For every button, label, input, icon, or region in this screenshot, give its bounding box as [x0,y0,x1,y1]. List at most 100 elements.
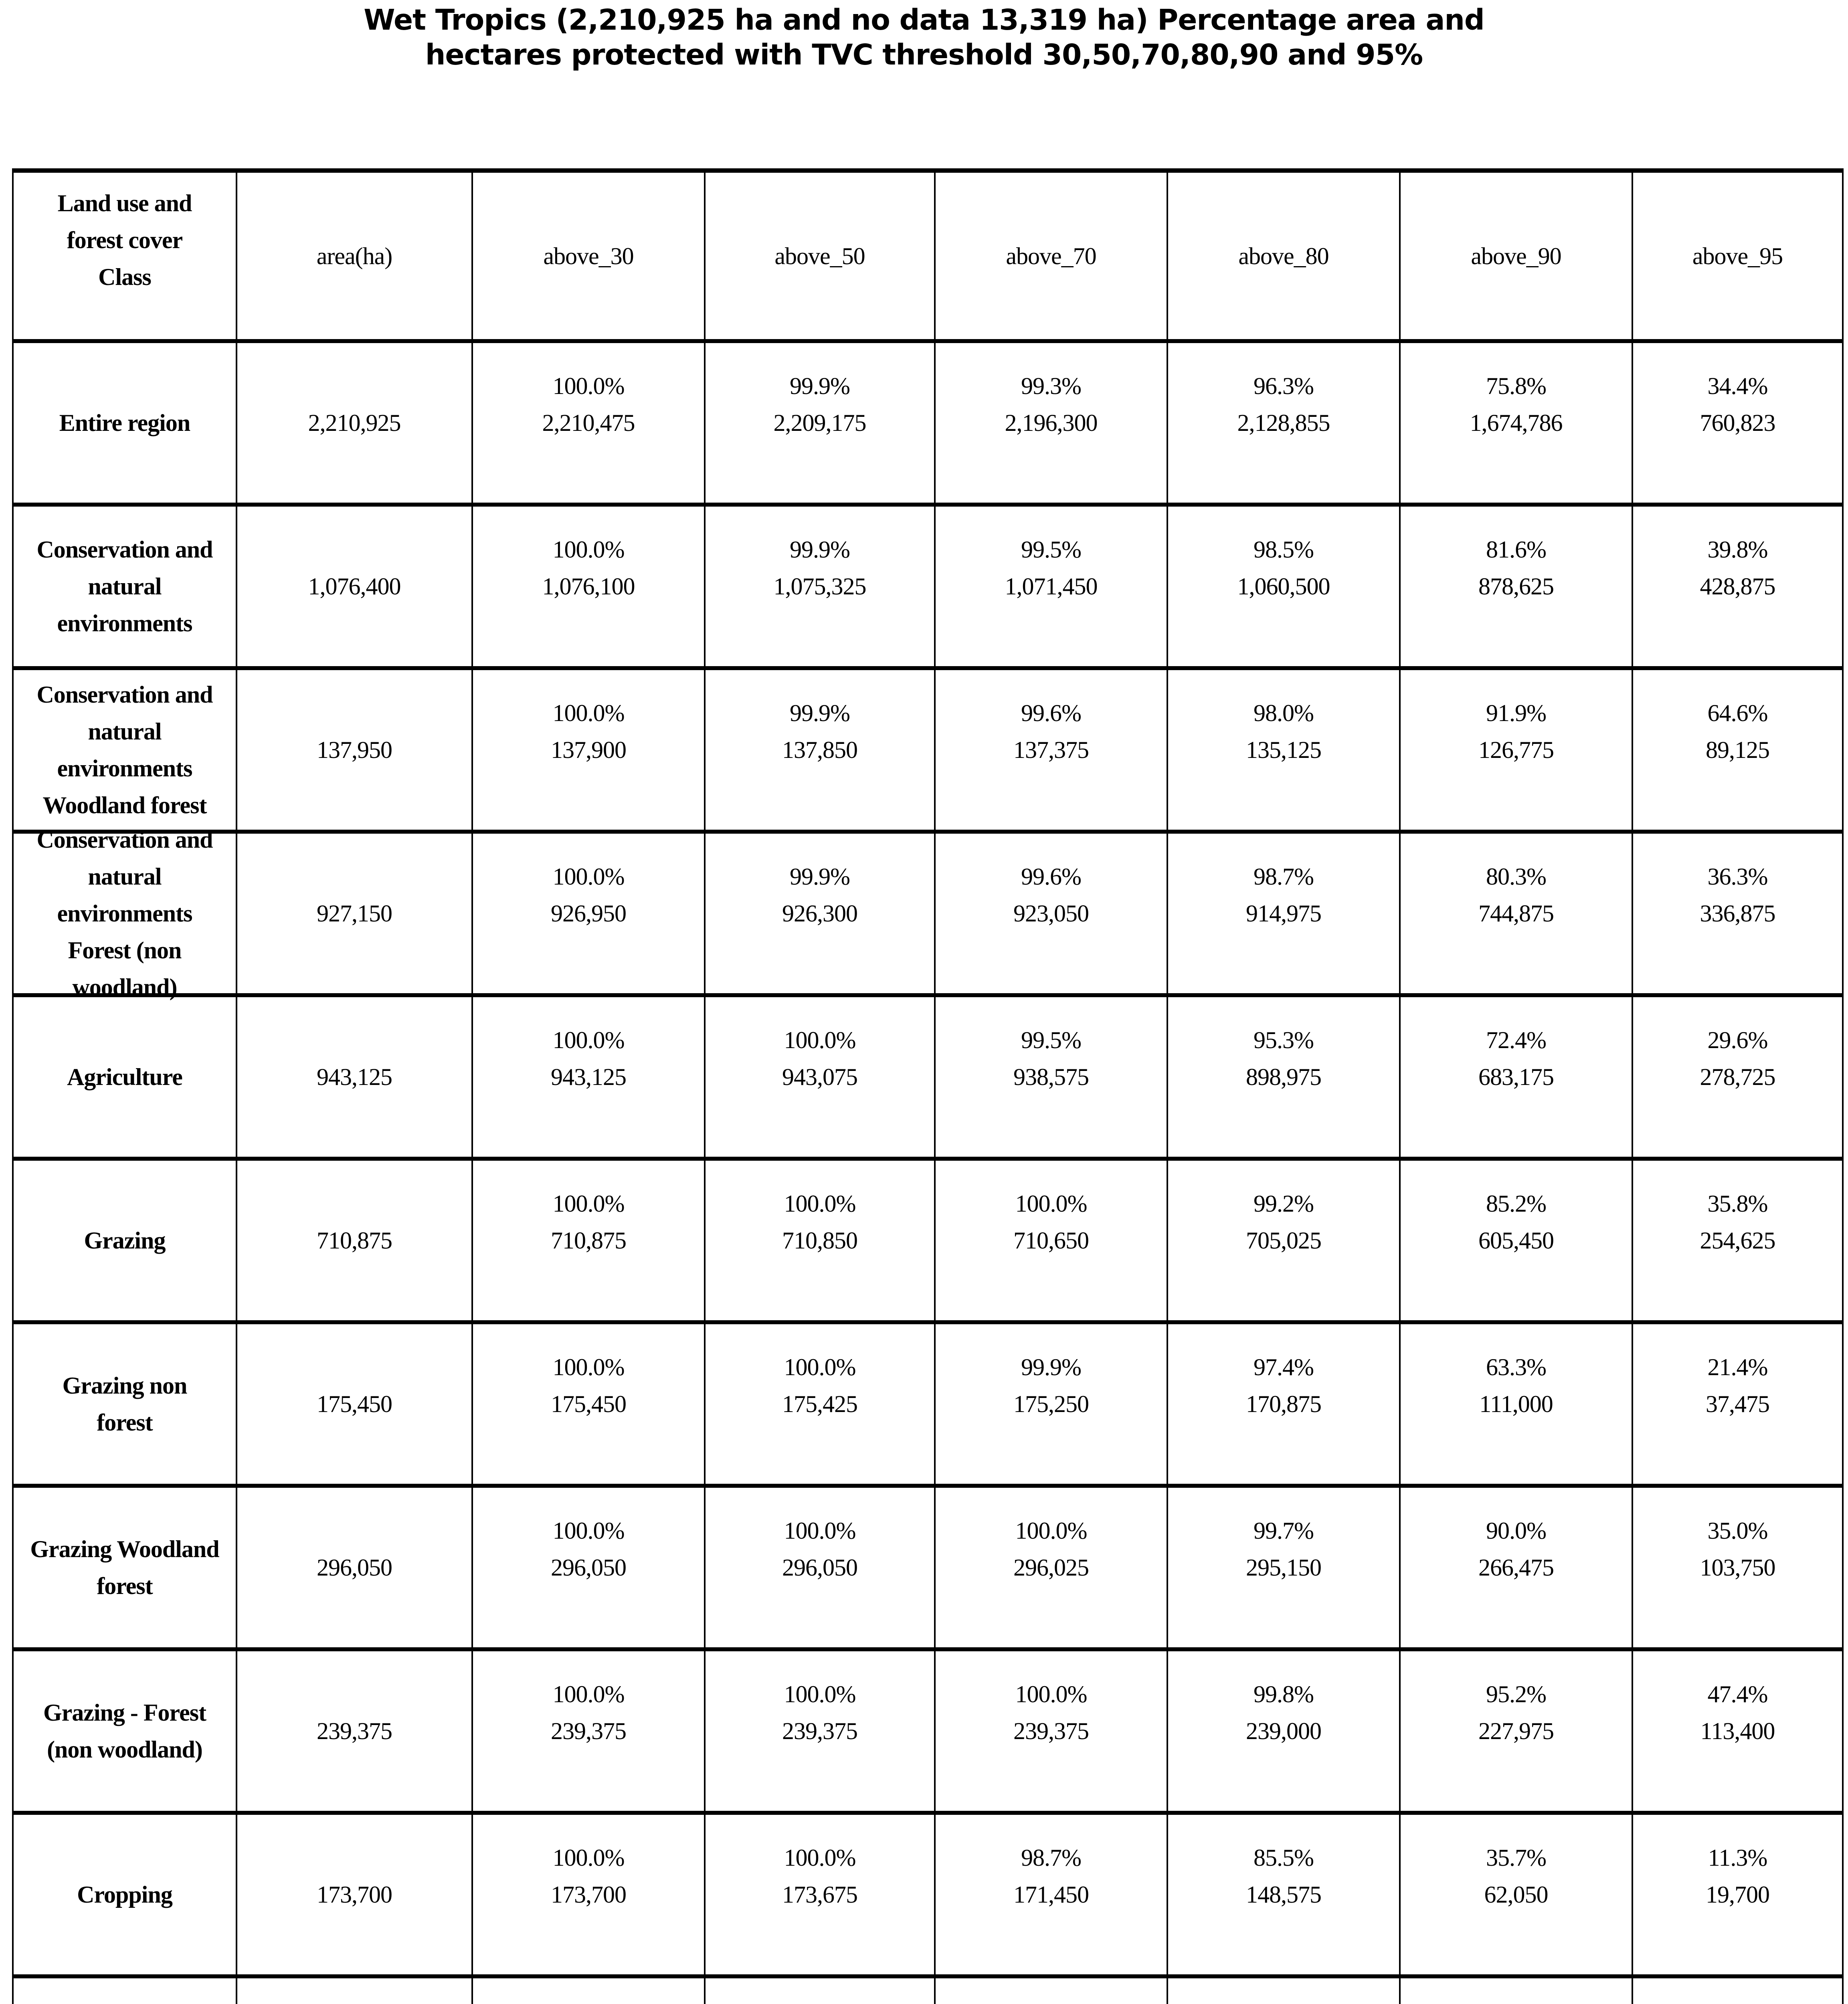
area-value: 296,050 [317,1554,392,1581]
percent-value: 99.9% [790,863,850,890]
percent-value: 100.0% [784,1844,856,1871]
row-label-text: Conservation and natural environments Wo… [36,681,213,818]
pct-ha-pair: 100.0% 926,950 [551,858,627,932]
percent-value: 100.0% [552,1354,625,1380]
row-label-text: Conservation and natural environments [36,536,213,636]
percent-value: 99.8% [1254,1681,1314,1707]
hectares-value: 878,625 [1478,573,1554,600]
hectares-value: 710,650 [1013,1227,1089,1254]
area-cell: 710,875 [237,1161,473,1324]
pct-ha-pair: 100.0% 173,675 [782,1839,858,1913]
threshold-cell-above_30: 100.0% 175,450 [473,1324,706,1488]
percent-value: 34.4% [1707,373,1768,399]
threshold-cell-above_50: 100.0% 296,050 [706,1488,936,1651]
percent-value: 85.5% [1254,1844,1314,1871]
threshold-cell-above_30: 100.0% 173,700 [473,1815,706,1978]
percent-value: 100.0% [784,1517,856,1544]
threshold-cell-above_95: 29.6% 278,725 [1633,997,1842,1161]
row-label-text: Cropping [77,1881,173,1908]
pct-ha-pair: 98.7% 914,975 [1246,858,1322,932]
area-cell: 927,150 [237,834,473,997]
threshold-cell-above_70: 96.5%56,425 [936,1978,1168,2004]
threshold-cell-above_30: 100.0% 943,125 [473,997,706,1161]
hectares-value: 175,250 [1013,1391,1089,1417]
pct-ha-pair: 96.3% 2,128,855 [1237,368,1330,441]
percent-value: 100.0% [784,1027,856,1053]
percent-value: 100.0% [552,1027,625,1053]
threshold-cell-above_30: 100.0% 239,375 [473,1651,706,1815]
percent-value: 99.6% [1021,863,1082,890]
pct-ha-pair: 91.9% 126,775 [1478,695,1554,768]
pct-ha-pair: 90.0% 266,475 [1478,1512,1554,1586]
row-label: Cropping [14,1815,237,1978]
column-header-label: area(ha) [316,242,392,269]
pct-ha-pair: 11.3% 19,700 [1706,1839,1770,1913]
threshold-cell-above_50: 99.9% 137,850 [706,670,936,834]
column-header-label: above_30 [543,242,634,269]
column-header-7: above_95 [1633,173,1842,343]
area-value: 175,450 [317,1391,392,1417]
pct-ha-pair: 100.0% 710,875 [551,1185,627,1259]
pct-ha-pair: 63.3% 111,000 [1479,1349,1553,1422]
threshold-cell-above_80: 99.7% 295,150 [1168,1488,1401,1651]
threshold-cell-above_90: 75.8% 1,674,786 [1401,343,1633,507]
threshold-cell-above_95: 39.8% 428,875 [1633,507,1842,670]
row-label: Conservation and natural environments Wo… [14,670,237,834]
hectares-value: 173,700 [551,1881,627,1908]
percent-value: 98.7% [1254,863,1314,890]
area-cell: 175,450 [237,1324,473,1488]
hectares-value: 175,450 [551,1391,627,1417]
area-cell: 943,125 [237,997,473,1161]
pct-ha-pair: 99.9% 2,209,175 [774,368,867,441]
pct-ha-pair: 97.4% 170,875 [1246,1349,1322,1422]
area-cell: 239,375 [237,1651,473,1815]
row-label: Grazing non forest [14,1324,237,1488]
hectares-value: 1,076,100 [542,573,635,600]
percent-value: 95.3% [1254,1027,1314,1053]
hectares-value: 239,375 [1013,1718,1089,1744]
area-value: 173,700 [317,1881,392,1908]
threshold-cell-above_80: 98.5% 1,060,500 [1168,507,1401,670]
threshold-cell-above_95: 7.5%4,400 [1633,1978,1842,2004]
threshold-cell-above_95: 21.4% 37,475 [1633,1324,1842,1488]
column-header-label: above_80 [1238,242,1329,269]
column-header-1: area(ha) [237,173,473,343]
pct-ha-pair: 99.9% 926,300 [782,858,858,932]
pct-ha-pair: 98.7% 171,450 [1013,1839,1089,1913]
row-label-text: Grazing [84,1227,166,1254]
pct-ha-pair: 29.6% 278,725 [1700,1022,1776,1095]
threshold-cell-above_80: 85.5% 148,575 [1168,1815,1401,1978]
area-value: 1,076,400 [308,573,401,600]
threshold-cell-above_50: 99.9% 926,300 [706,834,936,997]
threshold-cell-above_80: 98.7% 914,975 [1168,834,1401,997]
pct-ha-pair: 100.0% 1,076,100 [542,531,635,605]
page-title: Wet Tropics (2,210,925 ha and no data 13… [0,2,1848,73]
column-header-6: above_90 [1401,173,1633,343]
hectares-value: 227,975 [1478,1718,1554,1744]
threshold-cell-above_95: 35.0% 103,750 [1633,1488,1842,1651]
row-label-text: Entire region [59,410,190,436]
percent-value: 99.5% [1021,1027,1082,1053]
hectares-value: 744,875 [1478,900,1554,927]
pct-ha-pair: 100.0% 2,210,475 [542,368,635,441]
pct-ha-pair: 36.3% 336,875 [1700,858,1776,932]
hectares-value: 683,175 [1478,1064,1554,1090]
pct-ha-pair: 35.8% 254,625 [1700,1185,1776,1259]
row-label: Irrigation [14,1978,237,2004]
hectares-value: 710,875 [551,1227,627,1254]
data-table: Land use and forest cover Class area(ha) a… [12,168,1844,2004]
percent-value: 100.0% [784,1681,856,1707]
hectares-value: 705,025 [1246,1227,1322,1254]
area-value: 239,375 [317,1718,392,1744]
row-label-text: Conservation and natural environments Fo… [36,826,213,1000]
threshold-cell-above_90: 91.9% 126,775 [1401,670,1633,834]
threshold-cell-above_95: 11.3% 19,700 [1633,1815,1842,1978]
percent-value: 35.7% [1486,1844,1547,1871]
pct-ha-pair: 75.8% 1,674,786 [1470,368,1563,441]
percent-value: 99.9% [790,536,850,563]
threshold-cell-above_95: 35.8% 254,625 [1633,1161,1842,1324]
threshold-cell-above_80: 77.5%45,325 [1168,1978,1401,2004]
threshold-cell-above_70: 99.9% 175,250 [936,1324,1168,1488]
threshold-cell-above_70: 99.5% 938,575 [936,997,1168,1161]
hectares-value: 1,060,500 [1237,573,1330,600]
